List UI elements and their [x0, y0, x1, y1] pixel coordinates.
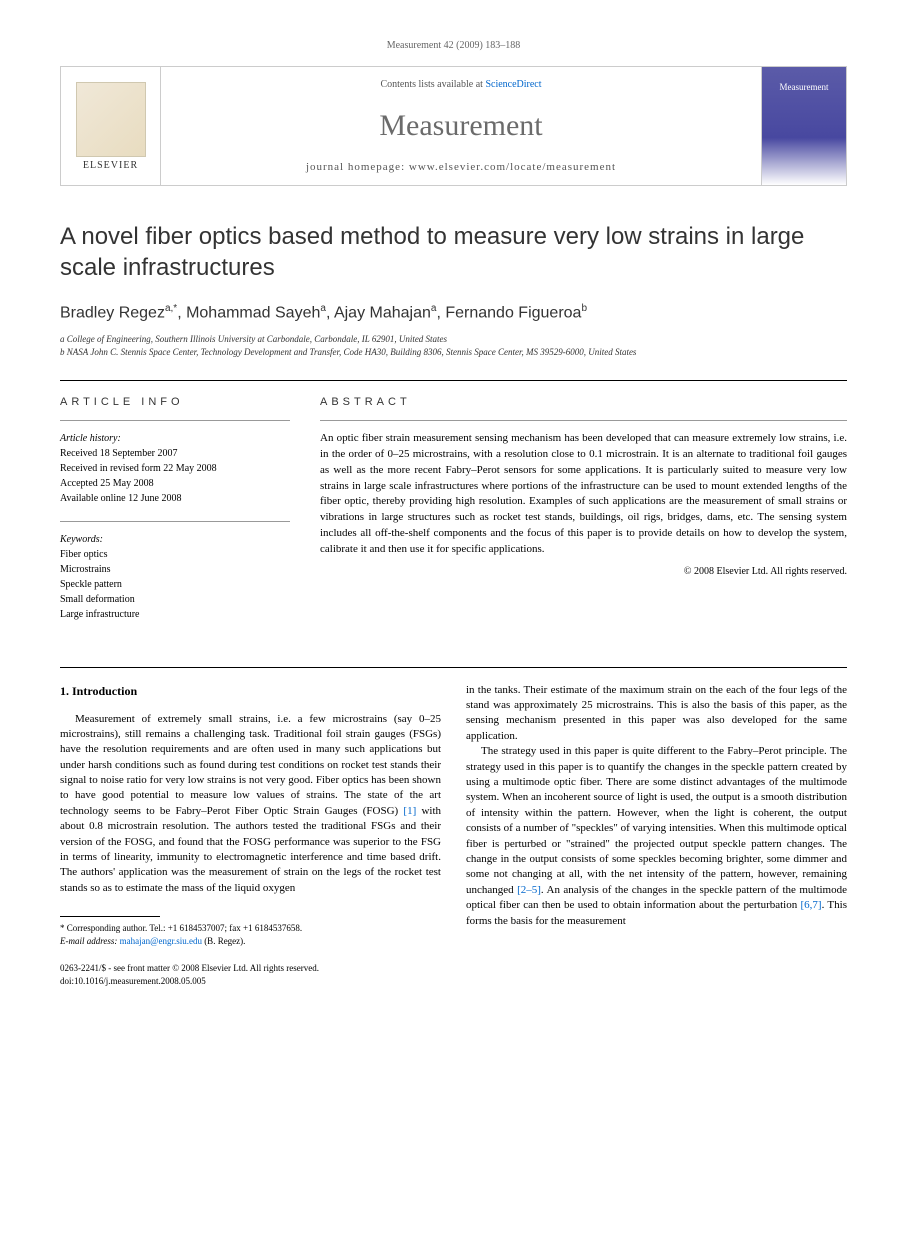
abstract-column: ABSTRACT An optic fiber strain measureme…	[320, 396, 847, 637]
author-3-affil: a	[431, 303, 437, 314]
author-2-affil: a	[320, 303, 326, 314]
publisher-logo: ELSEVIER	[61, 67, 161, 185]
journal-cover-thumbnail: Measurement	[761, 67, 846, 185]
keywords-label: Keywords:	[60, 532, 290, 547]
keywords-block: Keywords: Fiber optics Microstrains Spec…	[60, 521, 290, 622]
article-title: A novel fiber optics based method to mea…	[60, 221, 847, 283]
author-1: Bradley Regez	[60, 305, 165, 322]
email-label: E-mail address:	[60, 936, 120, 946]
section-divider	[60, 380, 847, 381]
body-two-columns: 1. Introduction Measurement of extremely…	[60, 683, 847, 988]
p2-text-a: The strategy used in this paper is quite…	[466, 745, 847, 896]
author-4-affil: b	[581, 303, 587, 314]
elsevier-tree-icon	[76, 82, 146, 157]
sciencedirect-link[interactable]: ScienceDirect	[485, 79, 541, 90]
info-abstract-row: ARTICLE INFO Article history: Received 1…	[60, 396, 847, 637]
email-line: E-mail address: mahajan@engr.siu.edu (B.…	[60, 935, 441, 948]
corresponding-author-footnote: * Corresponding author. Tel.: +1 6184537…	[60, 922, 441, 947]
p1-text-b: with about 0.8 microstrain resolution. T…	[60, 805, 441, 894]
abstract-text: An optic fiber strain measurement sensin…	[320, 420, 847, 559]
footnote-divider	[60, 916, 160, 917]
abstract-header: ABSTRACT	[320, 396, 847, 408]
affiliation-a: a College of Engineering, Southern Illin…	[60, 333, 847, 347]
cover-title: Measurement	[780, 82, 829, 92]
online-date: Available online 12 June 2008	[60, 491, 290, 506]
intro-paragraph-1: Measurement of extremely small strains, …	[60, 712, 441, 897]
keyword-4: Small deformation	[60, 592, 290, 607]
journal-title: Measurement	[181, 109, 741, 143]
col2-paragraph-1: in the tanks. Their estimate of the maxi…	[466, 683, 847, 745]
publisher-name: ELSEVIER	[83, 160, 138, 171]
affiliations: a College of Engineering, Southern Illin…	[60, 333, 847, 360]
affiliation-b: b NASA John C. Stennis Space Center, Tec…	[60, 346, 847, 360]
article-info-column: ARTICLE INFO Article history: Received 1…	[60, 396, 290, 637]
col2-paragraph-2: The strategy used in this paper is quite…	[466, 744, 847, 929]
keyword-1: Fiber optics	[60, 547, 290, 562]
section-divider-2	[60, 667, 847, 668]
ref-link-2-5[interactable]: [2–5]	[517, 884, 541, 896]
journal-homepage: journal homepage: www.elsevier.com/locat…	[181, 161, 741, 173]
received-date: Received 18 September 2007	[60, 446, 290, 461]
revised-date: Received in revised form 22 May 2008	[60, 461, 290, 476]
keyword-3: Speckle pattern	[60, 577, 290, 592]
author-1-affil: a,*	[165, 303, 177, 314]
email-suffix: (B. Regez).	[202, 936, 245, 946]
column-left: 1. Introduction Measurement of extremely…	[60, 683, 441, 988]
contents-available-line: Contents lists available at ScienceDirec…	[181, 79, 741, 90]
history-label: Article history:	[60, 431, 290, 446]
keyword-2: Microstrains	[60, 562, 290, 577]
author-2: Mohammad Sayeh	[186, 305, 320, 322]
accepted-date: Accepted 25 May 2008	[60, 476, 290, 491]
email-link[interactable]: mahajan@engr.siu.edu	[120, 936, 202, 946]
ref-link-6-7[interactable]: [6,7]	[801, 899, 822, 911]
footer-copyright-doi: 0263-2241/$ - see front matter © 2008 El…	[60, 962, 441, 987]
section-1-heading: 1. Introduction	[60, 683, 441, 700]
corr-author-line: * Corresponding author. Tel.: +1 6184537…	[60, 922, 441, 935]
abstract-copyright: © 2008 Elsevier Ltd. All rights reserved…	[320, 566, 847, 577]
author-3: Ajay Mahajan	[334, 305, 431, 322]
page-citation: Measurement 42 (2009) 183–188	[60, 40, 847, 51]
column-right: in the tanks. Their estimate of the maxi…	[466, 683, 847, 988]
author-4: Fernando Figueroa	[445, 305, 581, 322]
author-list: Bradley Regeza,*, Mohammad Sayeha, Ajay …	[60, 303, 847, 322]
doi: doi:10.1016/j.measurement.2008.05.005	[60, 975, 441, 988]
article-info-header: ARTICLE INFO	[60, 396, 290, 408]
journal-center-panel: Contents lists available at ScienceDirec…	[161, 67, 761, 185]
p1-text-a: Measurement of extremely small strains, …	[60, 713, 441, 817]
ref-link-1[interactable]: [1]	[403, 805, 416, 817]
front-matter-copyright: 0263-2241/$ - see front matter © 2008 El…	[60, 962, 441, 975]
keyword-5: Large infrastructure	[60, 607, 290, 622]
article-history-block: Article history: Received 18 September 2…	[60, 420, 290, 506]
journal-header-box: ELSEVIER Contents lists available at Sci…	[60, 66, 847, 186]
contents-prefix: Contents lists available at	[380, 79, 485, 90]
